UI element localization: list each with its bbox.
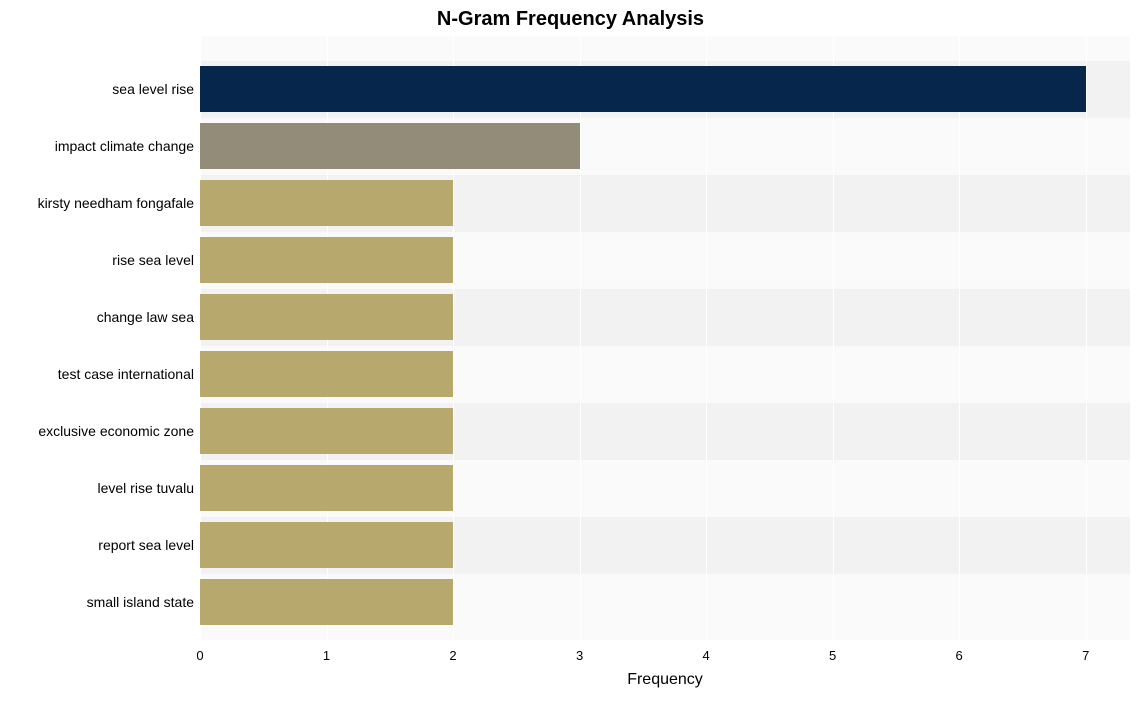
x-tick-label: 3: [576, 648, 583, 663]
gridline: [833, 36, 834, 640]
y-tick-label: change law sea: [0, 309, 194, 325]
bar: [200, 579, 453, 625]
chart-title: N-Gram Frequency Analysis: [0, 8, 1141, 31]
gridline: [1086, 36, 1087, 640]
y-tick-label: small island state: [0, 594, 194, 610]
bar: [200, 123, 580, 169]
bar: [200, 66, 1086, 112]
gridline: [959, 36, 960, 640]
y-tick-label: rise sea level: [0, 252, 194, 268]
x-tick-label: 6: [956, 648, 963, 663]
x-axis-label: Frequency: [200, 671, 1130, 689]
gridline: [580, 36, 581, 640]
y-tick-label: exclusive economic zone: [0, 423, 194, 439]
bar: [200, 294, 453, 340]
bar: [200, 237, 453, 283]
y-tick-label: impact climate change: [0, 138, 194, 154]
bar: [200, 522, 453, 568]
plot-area: [200, 36, 1130, 640]
y-tick-label: level rise tuvalu: [0, 480, 194, 496]
gridline: [706, 36, 707, 640]
y-tick-label: sea level rise: [0, 81, 194, 97]
bar: [200, 351, 453, 397]
ngram-chart: N-Gram Frequency Analysis sea level rise…: [0, 0, 1141, 701]
bar: [200, 465, 453, 511]
x-tick-label: 7: [1082, 648, 1089, 663]
x-tick-label: 5: [829, 648, 836, 663]
bar: [200, 408, 453, 454]
y-tick-label: kirsty needham fongafale: [0, 195, 194, 211]
x-tick-label: 1: [323, 648, 330, 663]
bar: [200, 180, 453, 226]
x-tick-label: 0: [196, 648, 203, 663]
x-tick-label: 4: [702, 648, 709, 663]
y-tick-label: test case international: [0, 366, 194, 382]
y-tick-label: report sea level: [0, 537, 194, 553]
x-tick-label: 2: [449, 648, 456, 663]
